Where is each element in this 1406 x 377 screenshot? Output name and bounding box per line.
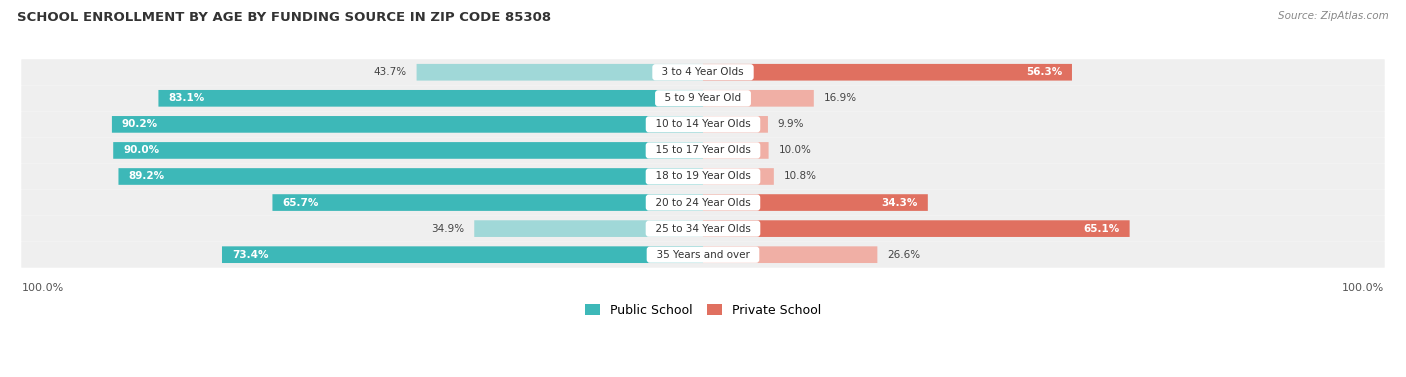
- FancyBboxPatch shape: [416, 64, 703, 81]
- Text: 89.2%: 89.2%: [128, 172, 165, 181]
- FancyBboxPatch shape: [222, 246, 703, 263]
- Text: Source: ZipAtlas.com: Source: ZipAtlas.com: [1278, 11, 1389, 21]
- FancyBboxPatch shape: [112, 116, 703, 133]
- Text: 16.9%: 16.9%: [824, 93, 856, 103]
- FancyBboxPatch shape: [703, 142, 769, 159]
- FancyBboxPatch shape: [21, 59, 1385, 85]
- FancyBboxPatch shape: [273, 194, 703, 211]
- Text: 90.0%: 90.0%: [124, 146, 159, 155]
- Text: 83.1%: 83.1%: [169, 93, 205, 103]
- FancyBboxPatch shape: [118, 168, 703, 185]
- Text: 5 to 9 Year Old: 5 to 9 Year Old: [658, 93, 748, 103]
- FancyBboxPatch shape: [703, 168, 773, 185]
- Text: 9.9%: 9.9%: [778, 120, 804, 129]
- FancyBboxPatch shape: [21, 190, 1385, 216]
- FancyBboxPatch shape: [703, 90, 814, 107]
- FancyBboxPatch shape: [703, 220, 1129, 237]
- FancyBboxPatch shape: [21, 164, 1385, 190]
- FancyBboxPatch shape: [21, 137, 1385, 164]
- Text: 10.8%: 10.8%: [783, 172, 817, 181]
- Text: 65.7%: 65.7%: [283, 198, 319, 208]
- Text: 100.0%: 100.0%: [21, 284, 63, 293]
- Text: 10 to 14 Year Olds: 10 to 14 Year Olds: [650, 120, 756, 129]
- Text: 56.3%: 56.3%: [1026, 67, 1062, 77]
- Text: 34.3%: 34.3%: [882, 198, 918, 208]
- FancyBboxPatch shape: [21, 85, 1385, 111]
- Text: 18 to 19 Year Olds: 18 to 19 Year Olds: [648, 172, 758, 181]
- Text: 10.0%: 10.0%: [779, 146, 811, 155]
- Text: 90.2%: 90.2%: [122, 120, 157, 129]
- Text: 43.7%: 43.7%: [374, 67, 406, 77]
- FancyBboxPatch shape: [703, 116, 768, 133]
- Legend: Public School, Private School: Public School, Private School: [585, 304, 821, 317]
- Text: 35 Years and over: 35 Years and over: [650, 250, 756, 260]
- Text: 25 to 34 Year Olds: 25 to 34 Year Olds: [648, 224, 758, 234]
- Text: 65.1%: 65.1%: [1084, 224, 1119, 234]
- FancyBboxPatch shape: [703, 64, 1071, 81]
- FancyBboxPatch shape: [21, 111, 1385, 137]
- FancyBboxPatch shape: [474, 220, 703, 237]
- FancyBboxPatch shape: [159, 90, 703, 107]
- Text: 3 to 4 Year Olds: 3 to 4 Year Olds: [655, 67, 751, 77]
- FancyBboxPatch shape: [114, 142, 703, 159]
- Text: 20 to 24 Year Olds: 20 to 24 Year Olds: [650, 198, 756, 208]
- FancyBboxPatch shape: [703, 246, 877, 263]
- FancyBboxPatch shape: [703, 194, 928, 211]
- Text: 26.6%: 26.6%: [887, 250, 921, 260]
- FancyBboxPatch shape: [21, 216, 1385, 242]
- Text: 73.4%: 73.4%: [232, 250, 269, 260]
- FancyBboxPatch shape: [21, 242, 1385, 268]
- Text: 15 to 17 Year Olds: 15 to 17 Year Olds: [648, 146, 758, 155]
- Text: SCHOOL ENROLLMENT BY AGE BY FUNDING SOURCE IN ZIP CODE 85308: SCHOOL ENROLLMENT BY AGE BY FUNDING SOUR…: [17, 11, 551, 24]
- Text: 34.9%: 34.9%: [432, 224, 464, 234]
- Text: 100.0%: 100.0%: [1343, 284, 1385, 293]
